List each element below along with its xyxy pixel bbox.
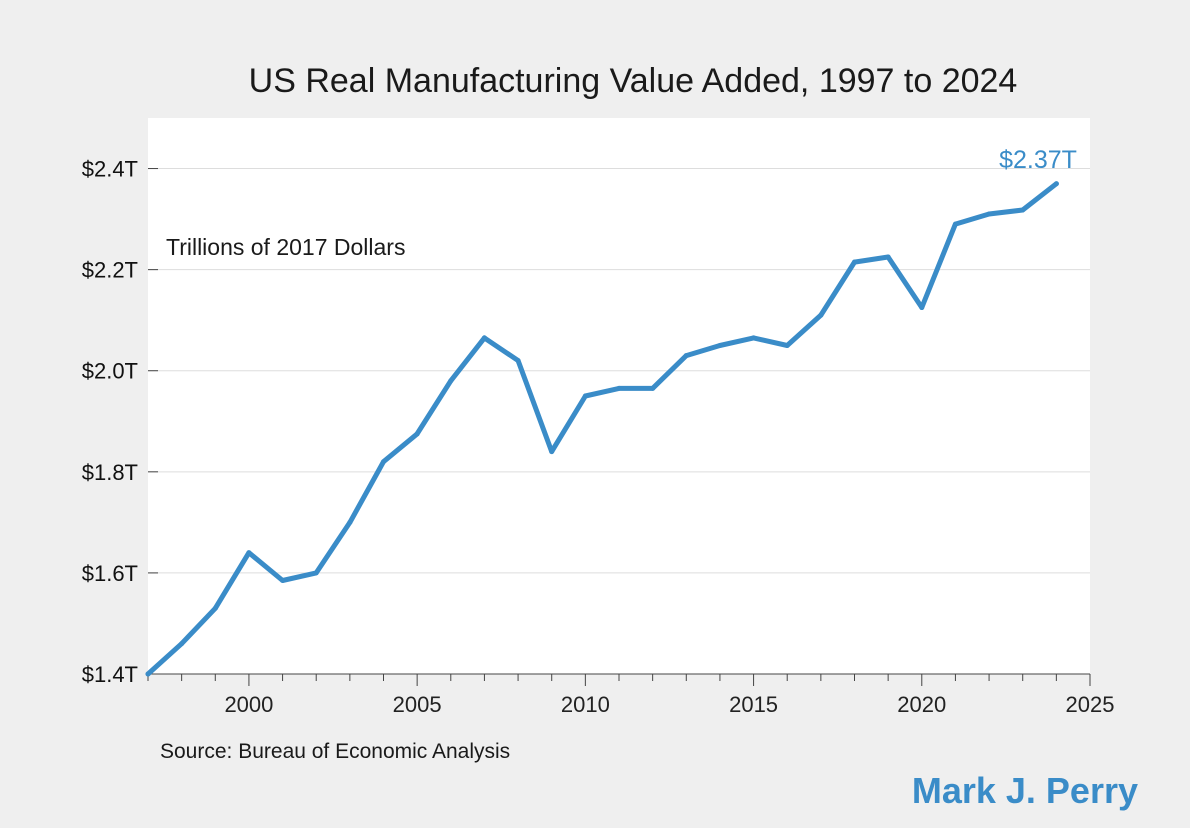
x-tick-label: 2015 xyxy=(729,692,778,717)
y-axis-ticks: $1.4T $1.6T $1.8T $2.0T $2.2T $2.4T xyxy=(82,157,158,687)
data-point xyxy=(683,353,689,359)
y-tick-label: $1.4T xyxy=(82,662,138,687)
x-tick-label: 2025 xyxy=(1066,692,1115,717)
x-tick-label: 2010 xyxy=(561,692,610,717)
data-point xyxy=(919,305,925,311)
gridlines xyxy=(148,168,1090,574)
data-point xyxy=(515,358,521,364)
x-axis-ticks: 2000 2005 2010 2015 2020 2025 xyxy=(147,674,1115,717)
y-tick-label: $2.4T xyxy=(82,157,138,182)
data-point xyxy=(179,641,185,647)
y-tick-label: $1.6T xyxy=(82,561,138,586)
data-point xyxy=(650,385,656,391)
data-point xyxy=(448,378,454,384)
data-point xyxy=(313,570,319,576)
data-point xyxy=(212,605,218,611)
data-point xyxy=(818,312,824,318)
data-point xyxy=(582,393,588,399)
data-point xyxy=(952,221,958,227)
data-point xyxy=(852,259,857,265)
chart-title: US Real Manufacturing Value Added, 1997 … xyxy=(249,62,1018,100)
y-tick-label: $2.0T xyxy=(82,359,138,384)
data-point xyxy=(549,449,555,455)
unit-label: Trillions of 2017 Dollars xyxy=(166,234,405,260)
data-point xyxy=(246,550,252,556)
data-point xyxy=(347,519,353,525)
data-point xyxy=(717,342,723,348)
data-point xyxy=(986,211,992,217)
x-tick-label: 2020 xyxy=(897,692,946,717)
data-point xyxy=(1020,207,1026,213)
x-tick-label: 2005 xyxy=(393,692,442,717)
author-signature: Mark J. Perry xyxy=(912,770,1138,811)
data-point xyxy=(414,431,420,437)
data-point xyxy=(481,335,487,341)
source-note: Source: Bureau of Economic Analysis xyxy=(160,740,510,763)
y-tick-label: $2.2T xyxy=(82,258,138,283)
series-line xyxy=(145,181,1059,677)
series-layer xyxy=(145,181,1059,677)
data-point xyxy=(381,459,386,465)
plot-area xyxy=(148,118,1090,674)
data-point xyxy=(885,254,891,260)
end-value-label: $2.37T xyxy=(999,146,1077,174)
data-point xyxy=(784,342,790,348)
data-point xyxy=(145,671,151,677)
y-tick-label: $1.8T xyxy=(82,460,138,485)
x-tick-label: 2000 xyxy=(224,692,273,717)
data-point xyxy=(616,385,622,391)
data-point xyxy=(280,577,286,583)
data-point xyxy=(1053,181,1059,187)
data-point xyxy=(751,335,757,341)
